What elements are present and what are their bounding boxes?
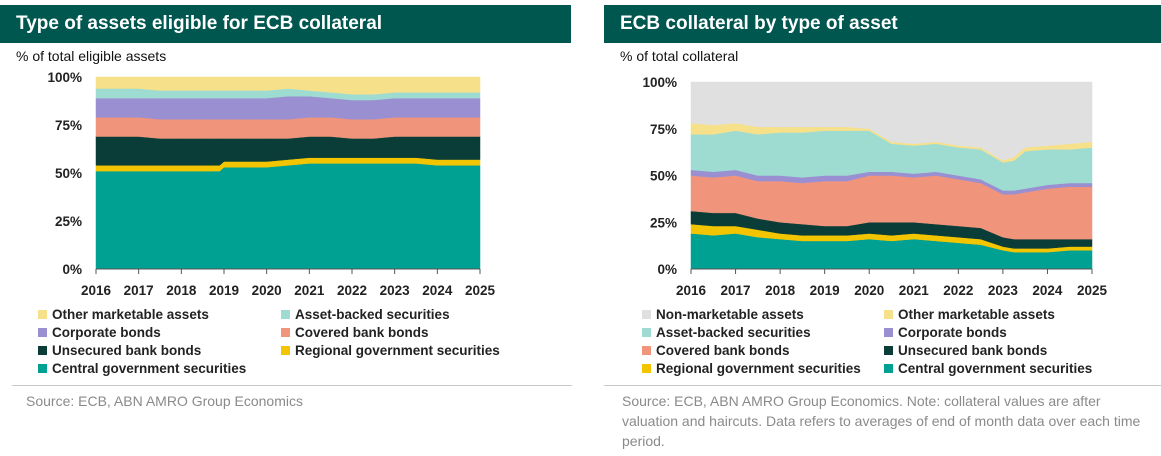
left-legend-swatch [38, 346, 47, 355]
left-legend-swatch [38, 364, 47, 373]
right-y-tick-label: 25% [650, 215, 677, 230]
right-legend-swatch [642, 364, 651, 373]
right-stacked-area-chart: 0% 25% 50% 75% 100% 2016 2017 2018 2019 2020 2021 2… [642, 75, 1108, 298]
right-y-tick-label: 50% [650, 169, 677, 184]
left-legend-swatch [281, 346, 290, 355]
right-legend-label: Unsecured bank bonds [898, 343, 1048, 358]
left-divider [12, 385, 572, 386]
right-x-tick-label: 2016 [676, 283, 707, 298]
left-y-tick-label: 75% [55, 118, 82, 133]
right-legend-label: Regional government securities [656, 361, 861, 376]
right-area-non-marketable-assets [690, 81, 1093, 161]
right-legend-item-covered-bank-bonds: Covered bank bonds [642, 342, 790, 360]
left-x-tick-label: 2019 [209, 283, 239, 298]
left-x-tick-label: 2022 [337, 283, 367, 298]
left-legend-swatch [38, 310, 47, 319]
right-legend-label: Non-marketable assets [656, 307, 804, 322]
right-x-tick-label: 2024 [1032, 283, 1063, 298]
left-legend-item-corporate-bonds: Corporate bonds [38, 324, 161, 342]
left-chart-title: Type of assets eligible for ECB collater… [0, 5, 571, 43]
left-y-tick-label: 0% [62, 262, 82, 277]
left-area-other-marketable-assets [95, 76, 481, 95]
right-x-tick-label: 2023 [988, 283, 1019, 298]
right-x-tick-label: 2021 [899, 283, 930, 298]
right-legend-item-other-marketable-assets: Other marketable assets [884, 306, 1055, 324]
right-x-tick-label: 2018 [765, 283, 796, 298]
right-legend-swatch [884, 346, 893, 355]
right-chart-panel: ECB collateral by type of asset % of tot… [604, 0, 1161, 449]
right-y-tick-label: 0% [657, 262, 677, 277]
right-chart-subtitle: % of total collateral [620, 48, 739, 64]
right-x-tick-label: 2020 [854, 283, 884, 298]
right-legend-label: Other marketable assets [898, 307, 1055, 322]
left-legend-item-covered-bank-bonds: Covered bank bonds [281, 324, 429, 342]
left-legend-label: Corporate bonds [52, 325, 161, 340]
right-legend-item-regional-government-securities: Regional government securities [642, 360, 861, 378]
left-legend-item-other-marketable-assets: Other marketable assets [38, 306, 209, 324]
right-chart-legend: Non-marketable assets Other marketable as… [642, 306, 1152, 382]
right-legend-item-unsecured-bank-bonds: Unsecured bank bonds [884, 342, 1047, 360]
left-x-tick-label: 2017 [124, 283, 154, 298]
left-legend-item-asset-backed-securities: Asset-backed securities [281, 306, 450, 324]
right-legend-label: Central government securities [898, 361, 1093, 376]
left-area-corporate-bonds [95, 95, 481, 120]
left-area-covered-bank-bonds [95, 117, 481, 139]
left-legend-label: Unsecured bank bonds [52, 343, 202, 358]
right-divider [604, 385, 1161, 386]
left-area-central-government-securities [95, 163, 481, 270]
left-chart-panel: Type of assets eligible for ECB collater… [0, 0, 572, 409]
left-legend-swatch [38, 328, 47, 337]
right-legend-swatch [642, 310, 651, 319]
right-y-tick-label: 75% [650, 122, 677, 137]
left-legend-item-regional-government-securities: Regional government securities [281, 342, 500, 360]
left-chart-subtitle: % of total eligible assets [16, 48, 167, 64]
right-legend-label: Covered bank bonds [656, 343, 790, 358]
right-chart-title: ECB collateral by type of asset [604, 5, 1161, 43]
left-legend-label: Asset-backed securities [295, 307, 450, 322]
left-legend-item-unsecured-bank-bonds: Unsecured bank bonds [38, 342, 201, 360]
left-x-tick-label: 2020 [252, 283, 282, 298]
right-legend-swatch [884, 310, 893, 319]
right-legend-item-central-government-securities: Central government securities [884, 360, 1092, 378]
left-source-note: Source: ECB, ABN AMRO Group Economics [26, 393, 303, 409]
right-x-tick-label: 2017 [721, 283, 751, 298]
right-source-note: Source: ECB, ABN AMRO Group Economics. N… [622, 393, 1141, 449]
left-x-tick-label: 2021 [294, 283, 325, 298]
left-legend-label: Other marketable assets [52, 307, 209, 322]
left-legend-label: Central government securities [52, 361, 247, 376]
left-legend-swatch [281, 310, 290, 319]
left-x-tick-label: 2016 [81, 283, 112, 298]
right-y-tick-label: 100% [642, 75, 677, 90]
left-x-tick-label: 2023 [380, 283, 411, 298]
left-chart-legend: Other marketable assets Asset-backed secu… [38, 306, 558, 382]
left-legend-item-central-government-securities: Central government securities [38, 360, 246, 378]
left-y-tick-label: 25% [55, 214, 82, 229]
left-x-tick-label: 2018 [166, 283, 197, 298]
left-legend-label: Covered bank bonds [295, 325, 429, 340]
left-y-tick-label: 100% [47, 70, 82, 85]
right-legend-item-non-marketable-assets: Non-marketable assets [642, 306, 804, 324]
right-legend-swatch [884, 328, 893, 337]
right-legend-label: Asset-backed securities [656, 325, 811, 340]
left-legend-swatch [281, 328, 290, 337]
right-legend-swatch [884, 364, 893, 373]
right-legend-item-corporate-bonds: Corporate bonds [884, 324, 1007, 342]
right-legend-item-asset-backed-securities: Asset-backed securities [642, 324, 811, 342]
left-x-tick-label: 2024 [422, 283, 453, 298]
left-stacked-area-chart: 0% 25% 50% 75% 100% 2016 2017 2018 2019 2020 2021 2… [47, 70, 496, 298]
right-legend-label: Corporate bonds [898, 325, 1007, 340]
right-x-tick-label: 2019 [810, 283, 840, 298]
left-legend-label: Regional government securities [295, 343, 500, 358]
left-x-tick-label: 2025 [465, 283, 496, 298]
right-legend-swatch [642, 346, 651, 355]
right-x-tick-label: 2025 [1077, 283, 1108, 298]
right-legend-swatch [642, 328, 651, 337]
right-x-tick-label: 2022 [943, 283, 973, 298]
left-y-tick-label: 50% [55, 166, 82, 181]
